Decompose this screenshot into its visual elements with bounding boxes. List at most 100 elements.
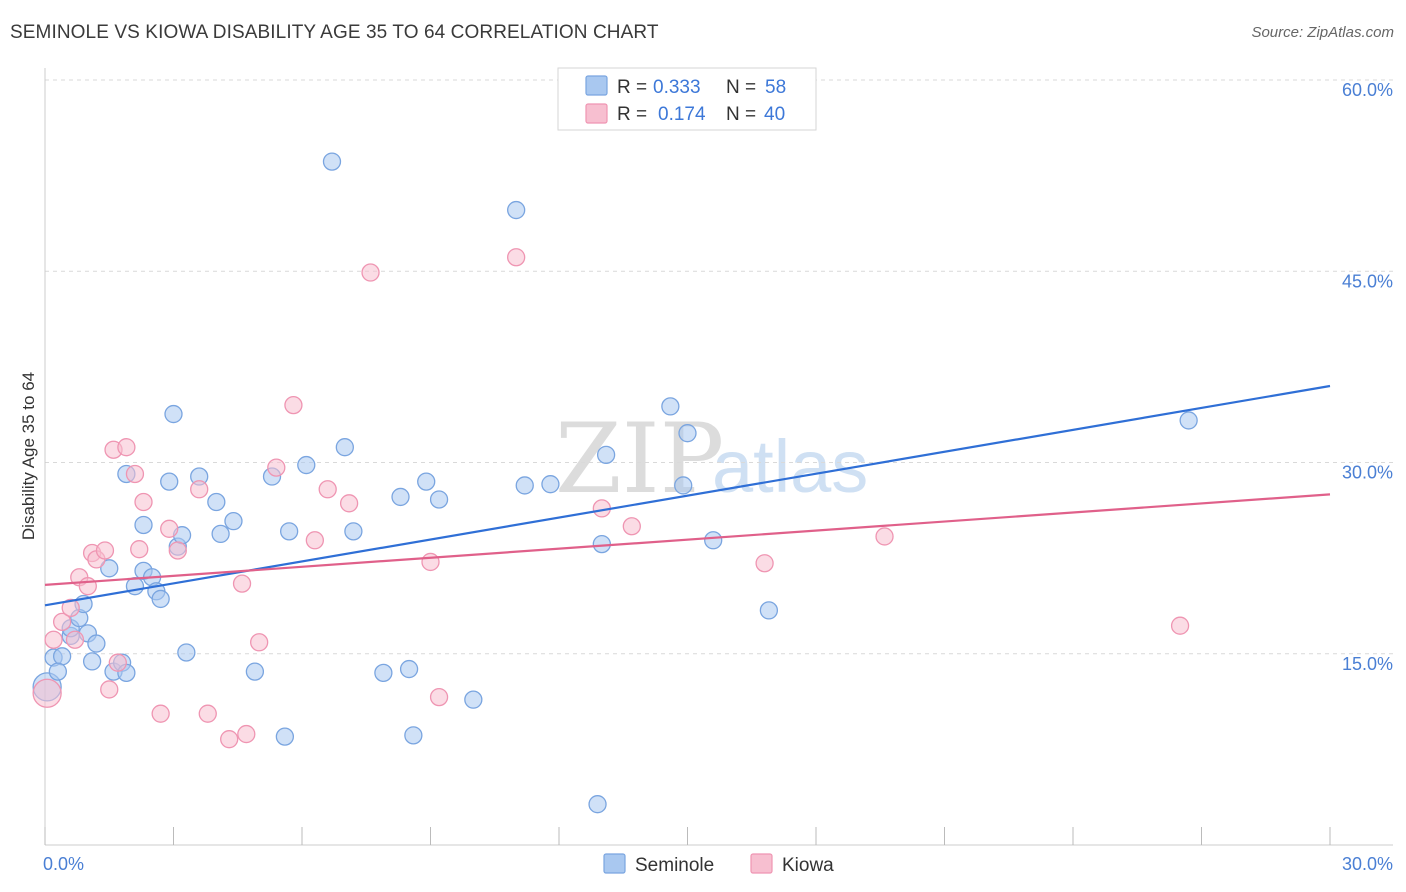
point-seminole-27 (211, 524, 230, 544)
point-seminole-14 (125, 577, 145, 596)
stats-legend: R = 0.333 N = 58 R = 0.174 N = 40 (557, 67, 817, 131)
y-tick-label-2: 45.0% (1342, 271, 1393, 291)
stats-r-value-seminole: 0.333 (653, 77, 701, 98)
stats-n-value-kiowa: 40 (764, 104, 785, 125)
point-seminole-21 (164, 404, 183, 424)
point-kiowa-4 (65, 630, 85, 649)
stats-swatch-kiowa (585, 103, 608, 124)
stats-n-label-kiowa: N = (726, 104, 756, 125)
watermark-atlas: atlas (712, 425, 868, 508)
point-kiowa-30 (339, 494, 359, 513)
point-seminole-20 (160, 472, 179, 491)
point-seminole-41 (417, 472, 436, 491)
point-seminole-29 (245, 662, 265, 681)
stats-swatch-seminole (585, 75, 608, 96)
point-kiowa-17 (151, 704, 170, 723)
legend-label-kiowa: Kiowa (782, 855, 834, 876)
point-kiowa-28 (305, 531, 325, 550)
point-kiowa-18 (160, 519, 179, 538)
point-kiowa-22 (220, 730, 239, 749)
point-kiowa-2 (52, 612, 72, 632)
point-kiowa-1 (44, 630, 63, 649)
trend-line-kiowa (44, 493, 1331, 586)
point-kiowa-32 (421, 552, 440, 572)
point-kiowa-10 (100, 680, 119, 699)
point-kiowa-9 (95, 541, 115, 560)
point-seminole-39 (399, 659, 419, 679)
gridlines (45, 79, 1393, 655)
bottom-legend: Seminole Kiowa (603, 853, 834, 876)
y-tick-label-0: 15.0% (1342, 654, 1393, 674)
point-seminole-42 (429, 490, 449, 509)
point-seminole-28 (224, 512, 243, 531)
y-tick-label-3: 60.0% (1342, 80, 1393, 100)
point-kiowa-15 (130, 540, 149, 559)
point-kiowa-6 (78, 577, 97, 596)
point-seminole-38 (391, 487, 410, 507)
point-seminole-54 (759, 601, 779, 620)
point-seminole-31 (275, 727, 295, 746)
point-seminole-19 (151, 589, 170, 609)
point-kiowa-23 (232, 574, 252, 593)
y-tick-label-1: 30.0% (1342, 463, 1393, 483)
legend-label-seminole: Seminole (635, 855, 714, 876)
point-seminole-55 (1179, 411, 1198, 430)
point-kiowa-31 (361, 263, 380, 282)
point-kiowa-21 (198, 704, 217, 723)
point-seminole-45 (515, 476, 534, 495)
point-kiowa-37 (755, 554, 774, 573)
point-kiowa-38 (875, 527, 894, 546)
point-seminole-35 (335, 438, 354, 457)
point-kiowa-24 (237, 724, 256, 744)
point-seminole-15 (134, 515, 153, 535)
x-tick-label-0: 0.0% (43, 854, 84, 874)
point-seminole-26 (207, 492, 226, 512)
point-seminole-44 (507, 200, 526, 220)
point-seminole-33 (297, 455, 316, 475)
point-kiowa-12 (108, 653, 127, 672)
x-axis-ticks (44, 827, 1331, 845)
chart-source: Source: ZipAtlas.com (1251, 24, 1394, 41)
point-kiowa-16 (134, 492, 153, 512)
point-kiowa-14 (125, 464, 145, 484)
y-tick-labels: 15.0% 30.0% 45.0% 60.0% (1342, 80, 1393, 674)
point-kiowa-29 (318, 480, 337, 499)
point-seminole-50 (661, 397, 680, 416)
stats-n-value-seminole: 58 (765, 77, 786, 98)
stats-n-label-seminole: N = (726, 77, 756, 98)
x-tick-label-1: 30.0% (1342, 854, 1393, 874)
point-seminole-40 (404, 726, 423, 745)
stats-r-label-kiowa: R = (617, 104, 647, 125)
point-kiowa-26 (267, 458, 286, 477)
point-seminole-24 (177, 643, 196, 662)
x-tick-labels: 0.0% 30.0% (43, 854, 1393, 874)
point-seminole-49 (596, 445, 616, 465)
point-seminole-8 (87, 634, 106, 653)
watermark: ZIP atlas (555, 403, 868, 515)
point-kiowa-3 (61, 598, 80, 617)
point-seminole-37 (374, 663, 393, 683)
legend-swatch-seminole (603, 853, 626, 874)
trend-lines (44, 384, 1331, 607)
point-kiowa-19 (168, 541, 187, 560)
point-seminole-57 (48, 662, 67, 681)
point-kiowa-20 (190, 480, 209, 499)
point-kiowa-34 (507, 248, 526, 267)
point-seminole-43 (464, 690, 483, 709)
point-seminole-53 (704, 531, 723, 550)
point-seminole-1 (52, 647, 72, 666)
point-seminole-32 (279, 522, 299, 541)
legend-swatch-kiowa (750, 853, 773, 874)
point-seminole-47 (588, 795, 607, 814)
point-seminole-46 (541, 475, 560, 494)
point-kiowa-13 (117, 438, 136, 457)
point-seminole-52 (678, 424, 697, 443)
point-kiowa-25 (250, 633, 269, 652)
point-seminole-51 (674, 476, 693, 495)
watermark-zip: ZIP (555, 403, 724, 515)
point-seminole-7 (82, 652, 102, 671)
point-kiowa-39 (1170, 616, 1190, 635)
point-seminole-34 (322, 152, 342, 171)
stats-r-label-seminole: R = (617, 77, 647, 98)
